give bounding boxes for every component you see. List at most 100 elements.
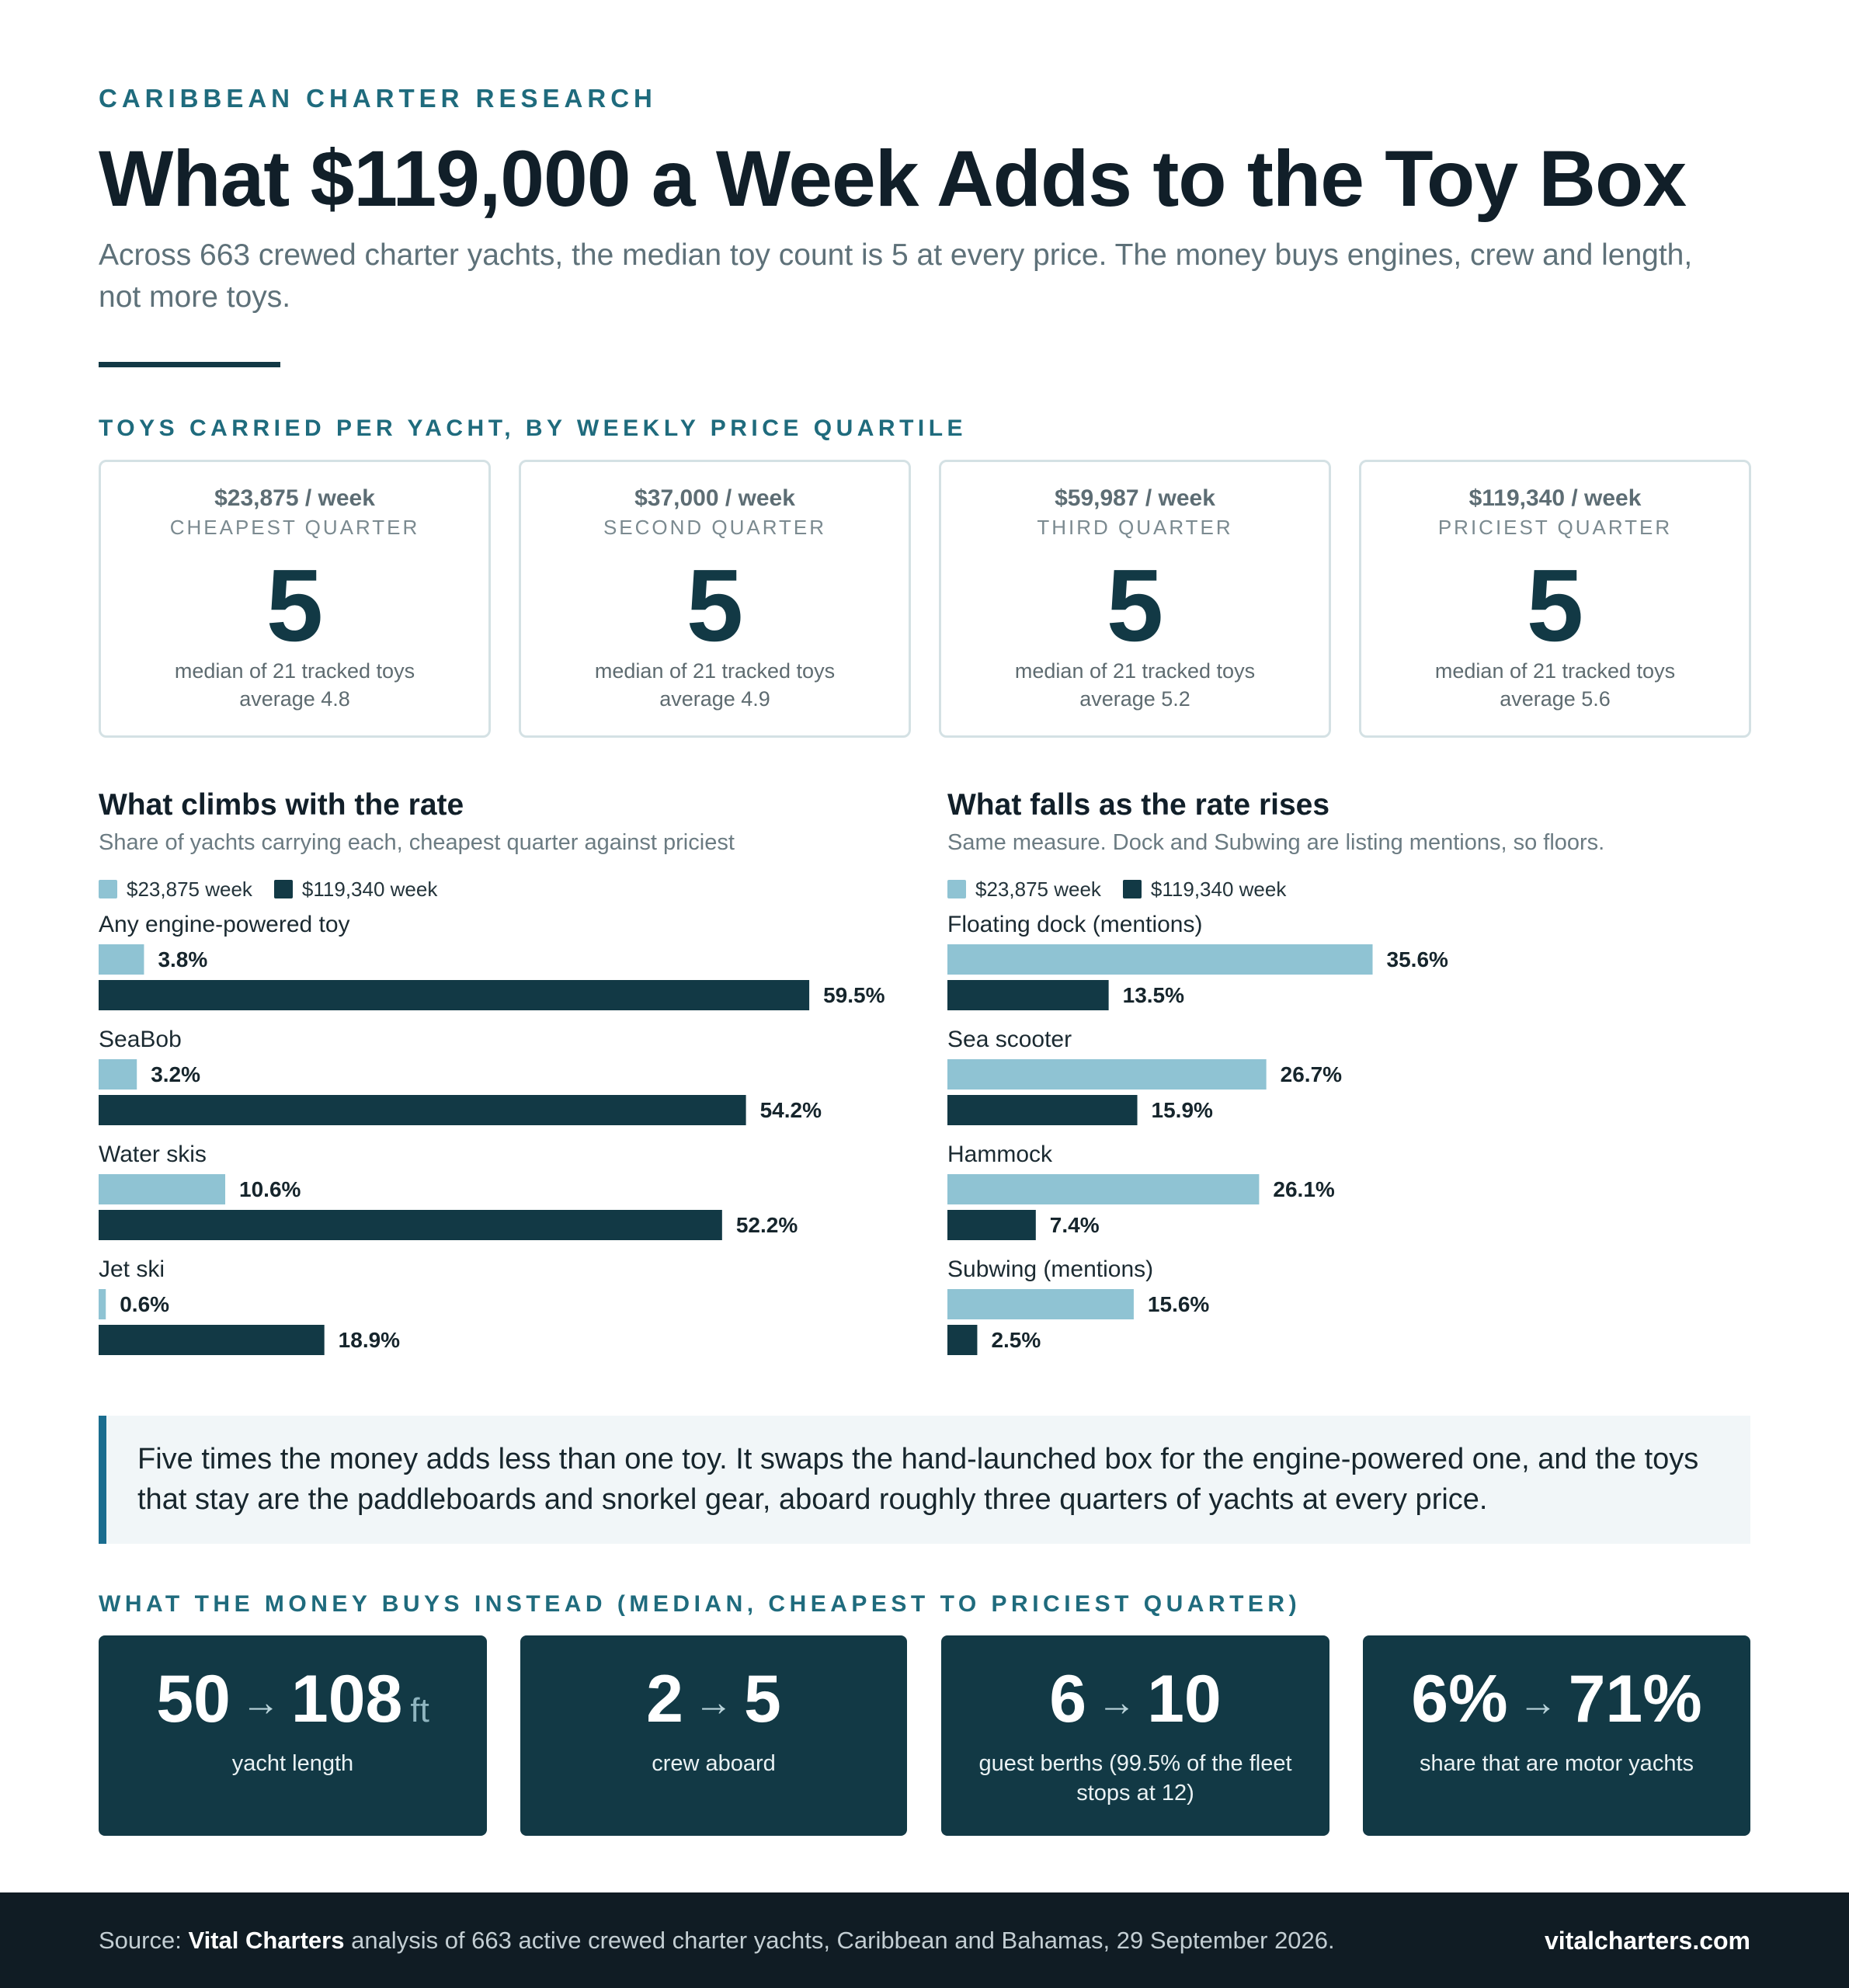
bar-priciest	[99, 980, 810, 1010]
legend-label: $119,340 week	[1150, 877, 1287, 901]
bar-value-label: 3.8%	[158, 947, 207, 971]
bar-value-label: 7.4%	[1050, 1213, 1100, 1237]
quartile-card-cheapest: $23,875 / week CHEAPEST QUARTER 5 median…	[99, 460, 491, 738]
bar-value-label: 3.2%	[151, 1062, 200, 1086]
stat-card-motor-yachts: 6% → 71% share that are motor yachts	[1363, 1635, 1750, 1836]
bar-priciest	[99, 1095, 746, 1125]
quartile-desc: median of 21 tracked toys	[1434, 659, 1676, 683]
quartile-price: $37,000 / week	[634, 485, 795, 511]
quartile-name: THIRD QUARTER	[1037, 516, 1233, 539]
quartile-desc: median of 21 tracked toys	[1014, 659, 1256, 683]
legend-swatch	[947, 880, 966, 898]
bar-chart-svg: Any engine-powered toy 3.8% 59.5% SeaBob 3.2…	[99, 912, 885, 1355]
page-subtitle: Across 663 crewed charter yachts, the me…	[99, 238, 1693, 314]
source-prefix: Source:	[99, 1927, 189, 1954]
quartile-name: CHEAPEST QUARTER	[169, 516, 420, 539]
legend-item-cheapest: $23,875 week	[99, 878, 252, 902]
quartiles-heading: TOYS CARRIED PER YACHT, BY WEEKLY PRICE …	[99, 415, 968, 441]
bar-priciest	[99, 1210, 722, 1240]
bar-priciest	[947, 1095, 1138, 1125]
quartile-price: $23,875 / week	[214, 485, 375, 511]
legend-item-priciest: $119,340 week	[1122, 877, 1287, 902]
bar-cheapest	[947, 1174, 1260, 1204]
quartile-price: $59,987 / week	[1055, 485, 1215, 511]
quartile-median: 5	[686, 548, 744, 662]
arrow-icon: →	[1518, 1680, 1558, 1724]
bar-value-label: 10.6%	[239, 1177, 301, 1201]
legend-swatch	[99, 880, 117, 898]
bar-priciest	[99, 1325, 325, 1355]
quartile-desc: median of 21 tracked toys	[594, 659, 836, 683]
arrow-icon: →	[1097, 1680, 1137, 1724]
quartile-card-third: $59,987 / week THIRD QUARTER 5 median of…	[939, 460, 1331, 738]
bar-value-label: 35.6%	[1387, 947, 1448, 971]
stat-unit: ft	[410, 1691, 429, 1729]
callout: Five times the money adds less than one …	[99, 1416, 1750, 1544]
quartile-median: 5	[1526, 548, 1584, 662]
bar-value-label: 54.2%	[760, 1098, 822, 1122]
climbs-bar-chart: Any engine-powered toy 3.8% 59.5% SeaBob 3.2…	[99, 912, 922, 1378]
legend-label: $23,875 week	[127, 877, 252, 901]
legend-swatch	[1122, 880, 1142, 898]
bar-value-label: 2.5%	[991, 1328, 1041, 1352]
bar-value-label: 15.9%	[1152, 1098, 1213, 1122]
source-note: Source: Vital Charters analysis of 663 a…	[99, 1927, 1335, 1955]
stat-label: share that are motor yachts	[1420, 1751, 1694, 1776]
category-label: SeaBob	[99, 1027, 182, 1052]
chart-legend: $23,875 week $119,340 week	[947, 874, 1308, 905]
quartile-card-second: $37,000 / week SECOND QUARTER 5 median o…	[519, 460, 911, 738]
stat-value: 6 → 10	[941, 1660, 1329, 1741]
quartile-average: average 5.6	[1500, 687, 1611, 711]
stat-to: 5	[744, 1662, 781, 1736]
bar-priciest	[947, 1210, 1036, 1240]
bar-priciest	[947, 980, 1109, 1010]
bar-priciest	[947, 1325, 978, 1355]
quartile-card-priciest: $119,340 / week PRICIEST QUARTER 5 media…	[1359, 460, 1751, 738]
callout-text: Five times the money adds less than one …	[137, 1443, 1699, 1516]
quartile-average: average 5.2	[1079, 687, 1190, 711]
stat-from: 6%	[1411, 1662, 1508, 1736]
stat-label: guest berths (99.5% of the fleet stops a…	[978, 1751, 1292, 1806]
category-label: Subwing (mentions)	[947, 1256, 1153, 1282]
source-rest: analysis of 663 active crewed charter ya…	[344, 1927, 1335, 1954]
quartile-median: 5	[266, 548, 324, 662]
stat-value: 2 → 5	[520, 1660, 907, 1741]
stat-to: 108	[290, 1662, 403, 1736]
stat-from: 6	[1049, 1662, 1087, 1736]
bar-value-label: 18.9%	[339, 1328, 400, 1352]
chart-subtitle: Share of yachts carrying each, cheapest …	[99, 830, 735, 855]
bar-value-label: 0.6%	[120, 1292, 169, 1316]
bar-cheapest	[947, 1289, 1134, 1319]
bar-cheapest	[99, 1174, 226, 1204]
falls-bar-chart: Floating dock (mentions) 35.6% 13.5% Sea sc…	[947, 912, 1771, 1378]
bar-value-label: 13.5%	[1123, 983, 1184, 1007]
source-org: Vital Charters	[188, 1927, 345, 1954]
chart-title: What falls as the rate rises	[947, 788, 1330, 822]
legend-item-cheapest: $23,875 week	[947, 878, 1101, 902]
page-title: What $119,000 a Week Adds to the Toy Box	[99, 134, 1687, 223]
bar-value-label: 26.7%	[1281, 1062, 1342, 1086]
divider	[99, 362, 280, 367]
quartile-price: $119,340 / week	[1468, 485, 1642, 511]
site-link[interactable]: vitalcharters.com	[1544, 1927, 1750, 1955]
quartile-average: average 4.8	[239, 687, 350, 711]
stat-value: 6% → 71%	[1363, 1660, 1750, 1741]
bar-cheapest	[99, 944, 144, 975]
bar-chart-svg: Floating dock (mentions) 35.6% 13.5% Sea sc…	[947, 912, 1448, 1355]
stat-value: 50 → 108 ft	[99, 1660, 487, 1750]
category-label: Jet ski	[99, 1256, 165, 1282]
legend-label: $23,875 week	[975, 877, 1101, 901]
kicker: CARIBBEAN CHARTER RESEARCH	[99, 84, 657, 113]
bar-cheapest	[99, 1289, 106, 1319]
stat-to: 10	[1147, 1662, 1222, 1736]
bar-value-label: 52.2%	[736, 1213, 798, 1237]
quartile-desc: median of 21 tracked toys	[174, 659, 415, 683]
stat-to: 71%	[1568, 1662, 1702, 1736]
quartile-median: 5	[1106, 548, 1164, 662]
chart-title: What climbs with the rate	[99, 788, 464, 822]
category-label: Sea scooter	[947, 1027, 1072, 1052]
arrow-icon: →	[694, 1680, 733, 1724]
legend-swatch	[273, 880, 293, 898]
stat-card-length: 50 → 108 ft yacht length	[99, 1635, 487, 1836]
category-label: Water skis	[99, 1142, 207, 1167]
